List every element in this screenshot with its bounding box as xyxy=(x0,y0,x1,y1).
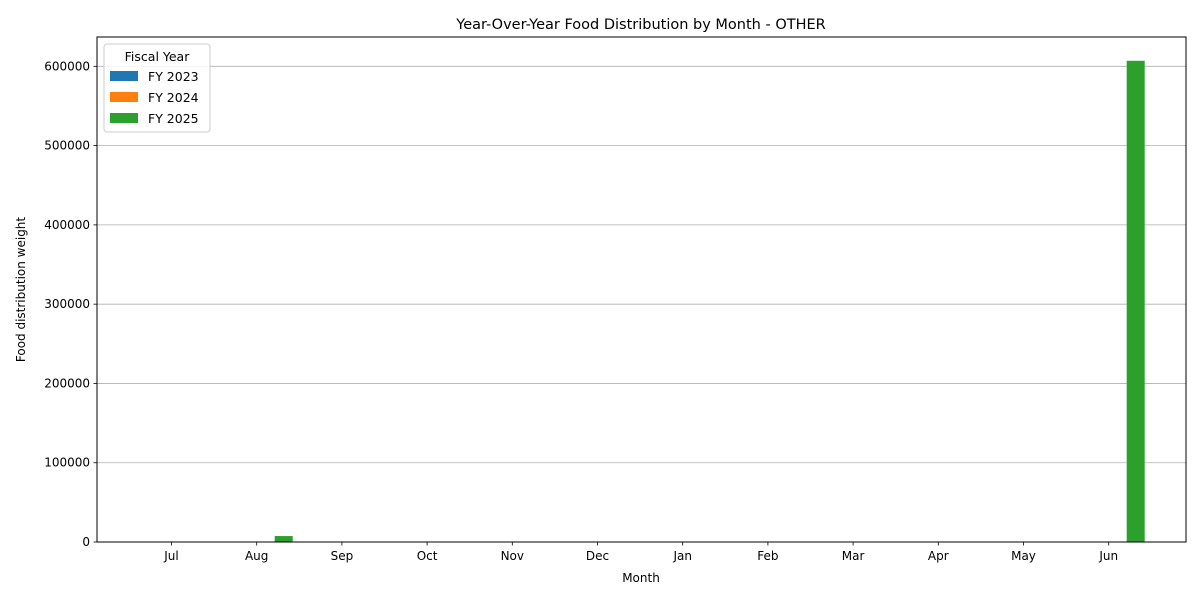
x-axis: Jul Aug Sep Oct Nov Dec Jan Feb Mar Apr May Jun xyxy=(163,542,1118,563)
y-tick-label: 300000 xyxy=(44,297,90,311)
x-tick-label: Aug xyxy=(245,549,268,563)
legend-label: FY 2024 xyxy=(148,90,199,105)
legend-title: Fiscal Year xyxy=(125,49,191,64)
x-tick-label: Jun xyxy=(1098,549,1118,563)
legend-swatch xyxy=(110,71,138,81)
x-tick-label: Sep xyxy=(331,549,354,563)
legend: Fiscal Year FY 2023 FY 2024 FY 2025 xyxy=(103,43,211,133)
y-tick-label: 100000 xyxy=(44,456,90,470)
x-tick-label: Oct xyxy=(417,549,438,563)
grid-lines xyxy=(97,65,1186,543)
bar-fy-2025-jun xyxy=(1126,60,1145,543)
legend-swatch xyxy=(110,113,138,123)
x-axis-label: Month xyxy=(622,571,660,585)
y-tick-label: 400000 xyxy=(44,218,90,232)
plot-frame xyxy=(96,36,1187,543)
chart-title: Year-Over-Year Food Distribution by Mont… xyxy=(455,17,825,33)
x-tick-label: Apr xyxy=(928,549,949,563)
y-tick-label: 600000 xyxy=(44,59,90,73)
x-tick-label: Nov xyxy=(501,549,524,563)
x-tick-label: Jan xyxy=(672,549,692,563)
legend-frame xyxy=(103,43,211,133)
y-tick-label: 200000 xyxy=(44,376,90,390)
y-axis-label: Food distribution weight xyxy=(14,217,28,363)
legend-swatch xyxy=(110,92,138,102)
x-tick-label: Jul xyxy=(163,549,178,563)
legend-label: FY 2025 xyxy=(148,111,199,126)
legend-items: FY 2023 FY 2024 FY 2025 xyxy=(110,69,199,126)
x-tick-label: May xyxy=(1011,549,1036,563)
legend-label: FY 2023 xyxy=(148,69,199,84)
bar-fy-2025-aug xyxy=(274,536,293,542)
x-tick-label: Dec xyxy=(586,549,609,563)
x-tick-label: Feb xyxy=(757,549,778,563)
y-axis: 0 100000 200000 300000 400000 500000 600000 xyxy=(44,59,97,549)
y-tick-label: 500000 xyxy=(44,139,90,153)
bars xyxy=(274,60,1145,543)
y-tick-label: 0 xyxy=(82,535,90,549)
x-tick-label: Mar xyxy=(842,549,865,563)
